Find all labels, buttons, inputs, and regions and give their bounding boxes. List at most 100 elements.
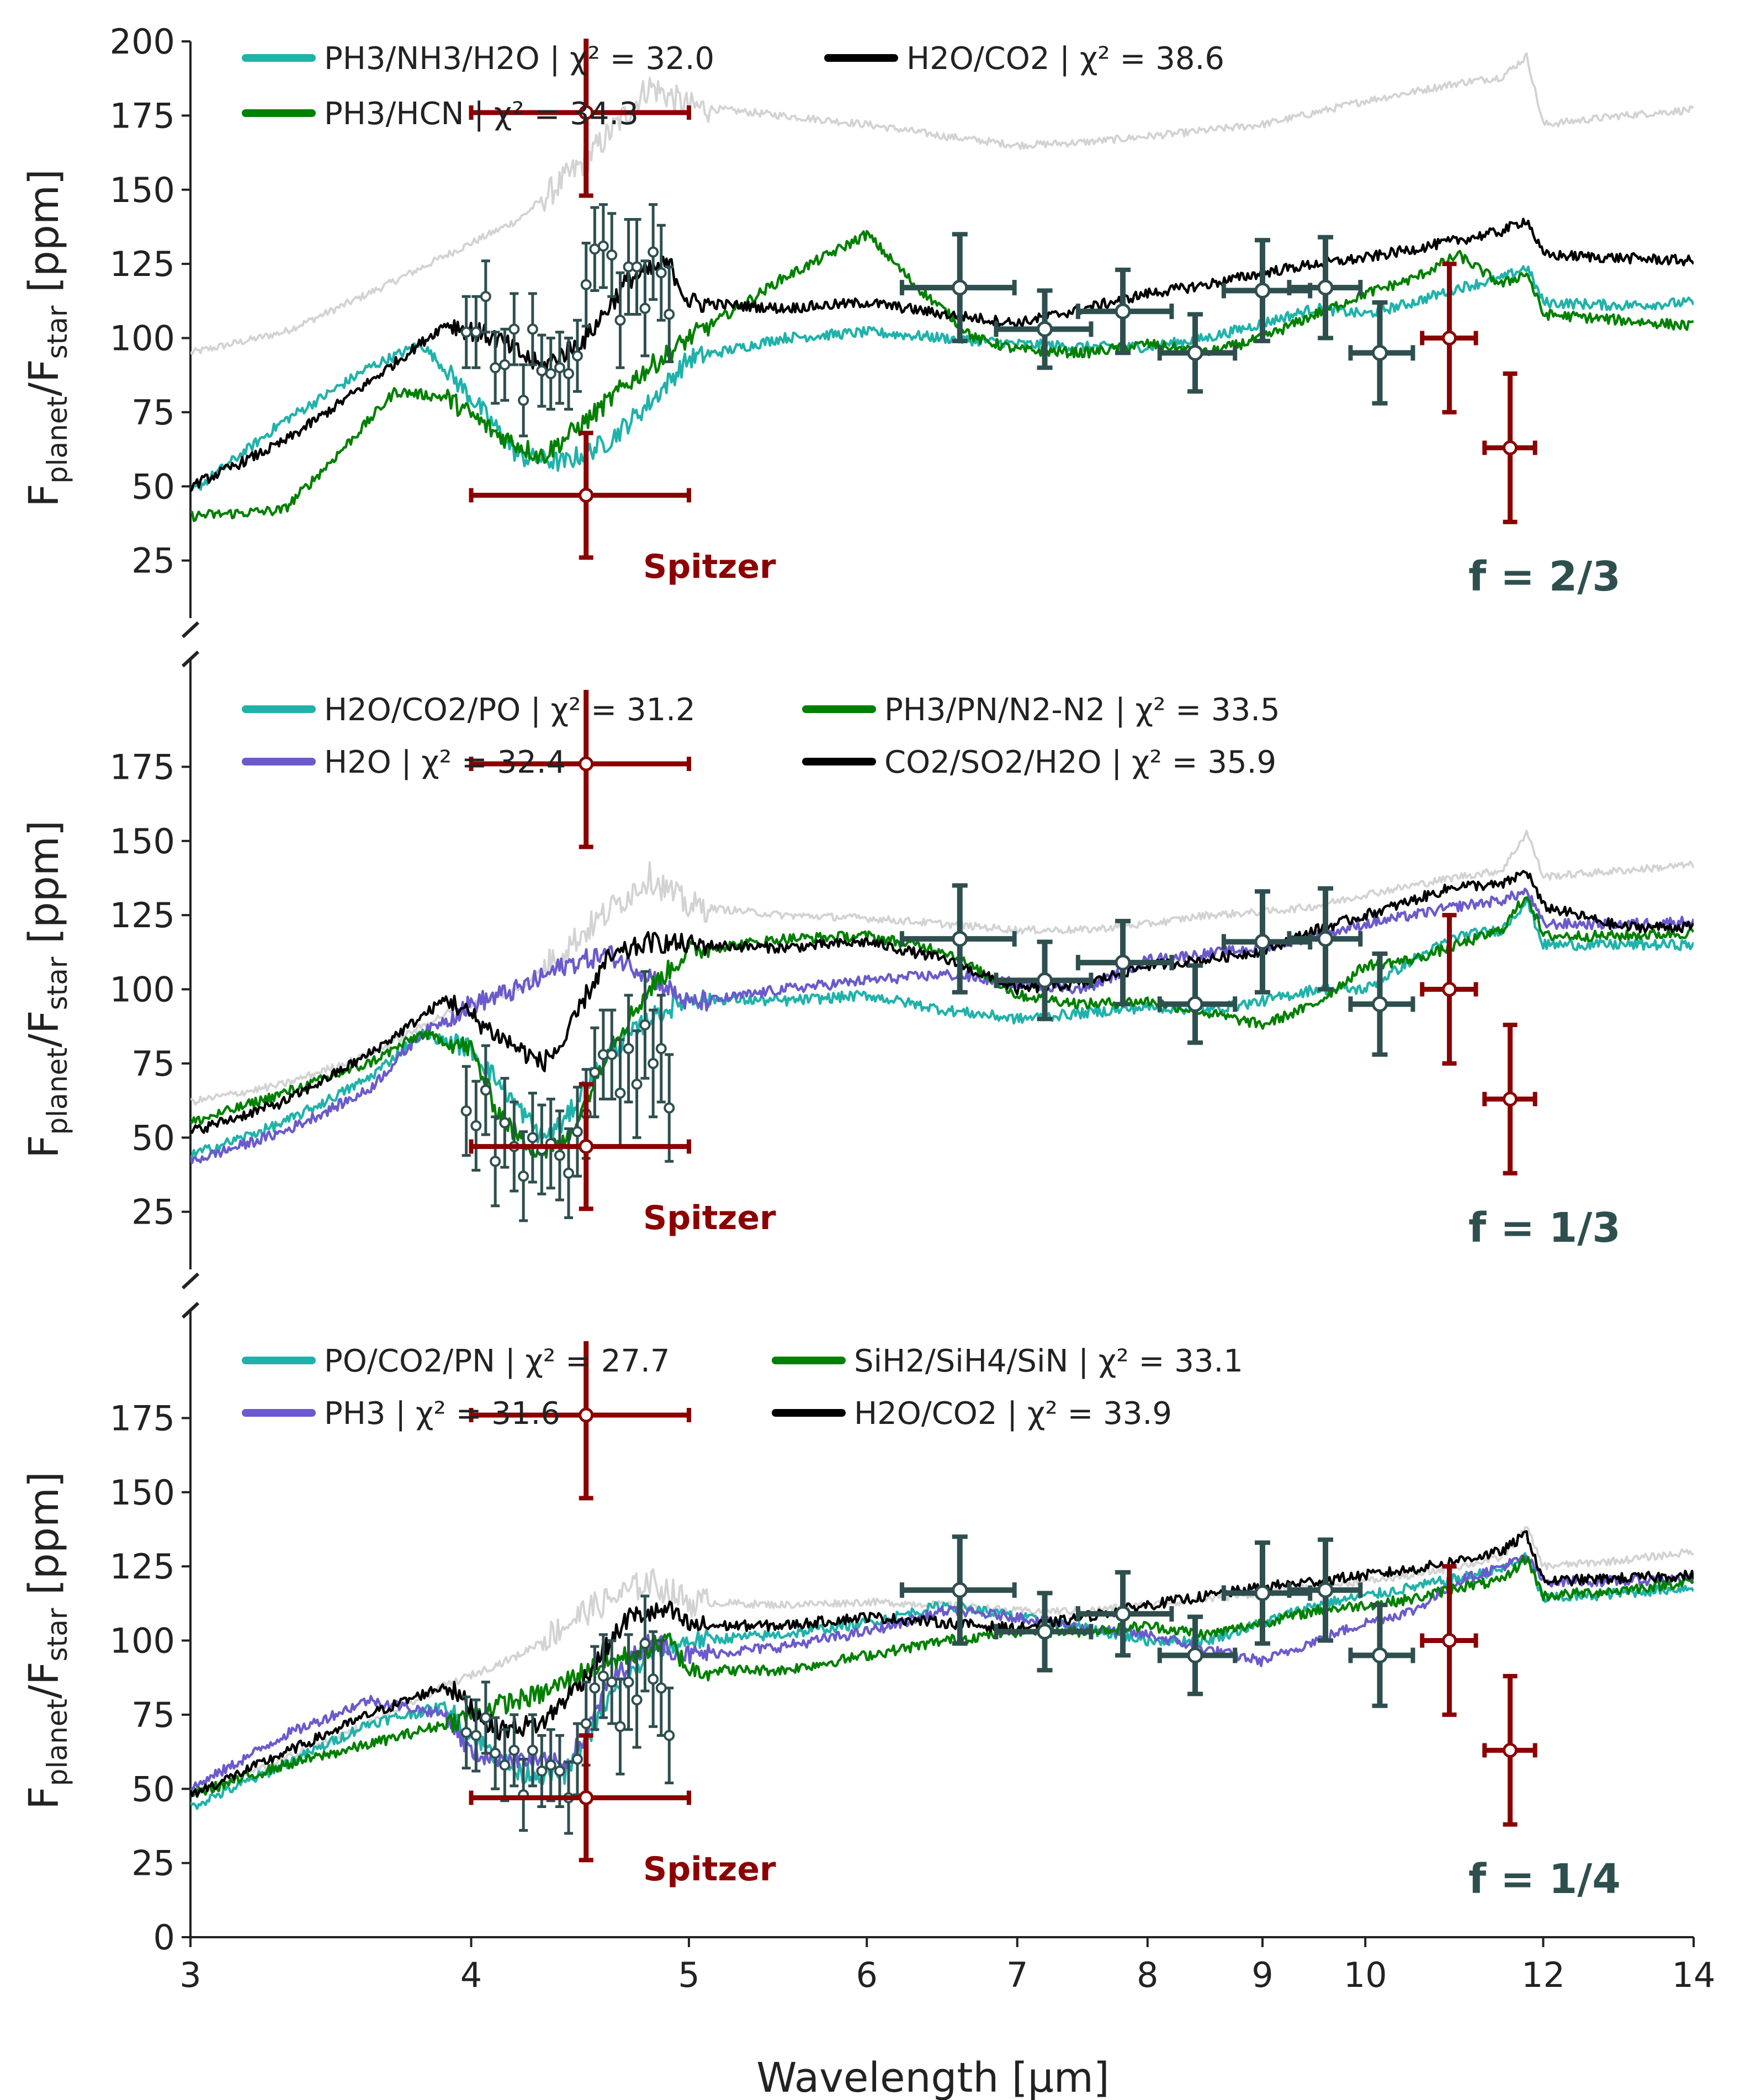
observation-marker <box>580 1718 592 1729</box>
y-label-part: /F <box>20 1010 68 1048</box>
photometry-marker <box>1187 344 1203 361</box>
legend-label: PH3/PN/N2-N2 | χ² = 33.5 <box>884 692 1280 728</box>
observation-point <box>664 1687 675 1784</box>
y-axis-label: Fplanet/Fstar [ppm] <box>20 1471 73 1810</box>
photometry-marker <box>1037 1623 1053 1640</box>
y-label-part: [ppm] <box>20 1471 68 1608</box>
observation-marker <box>648 246 659 258</box>
y-label-part: [ppm] <box>20 820 68 956</box>
legend-item: PO/CO2/PN | χ² = 27.7 <box>242 1343 670 1379</box>
observation-point <box>589 1645 601 1731</box>
observation-point <box>571 1086 583 1178</box>
y-tick-label: 25 <box>131 541 175 581</box>
observation-marker <box>614 1087 626 1099</box>
observation-point <box>597 1633 609 1719</box>
observation-marker <box>580 279 592 290</box>
legend: PH3/NH3/H2O | χ² = 32.0 H2O/CO2 | χ² = 38… <box>242 41 1224 132</box>
photometry-marker <box>952 1582 968 1598</box>
observation-marker <box>545 368 556 379</box>
legend-label: PH3 | χ² = 31.6 <box>324 1396 560 1432</box>
observation-point <box>499 1077 511 1169</box>
observation-marker <box>518 1171 529 1182</box>
observation-marker <box>571 350 583 361</box>
observation-marker <box>490 1747 501 1759</box>
x-tick-label: 8 <box>1137 1955 1158 1995</box>
x-tick-label: 4 <box>460 1955 482 1995</box>
observation-point <box>536 1734 548 1808</box>
blackbody-spectrum <box>190 830 1694 1106</box>
photometry-point <box>1075 1570 1174 1658</box>
blackbody-spectrum <box>190 52 1694 355</box>
observation-point <box>597 203 609 289</box>
x-axis: 3 4 5 6 7 8 9 10 12 14 <box>179 1936 1715 1995</box>
photometry-marker <box>1187 1647 1203 1663</box>
observation-marker <box>499 1759 511 1771</box>
observation-point <box>460 1695 472 1770</box>
plot-area <box>190 39 1694 560</box>
observation-point <box>545 1097 556 1190</box>
legend-label: PH3/HCN | χ² = 34.3 <box>324 96 639 132</box>
panel-annotation: f = 1/3 <box>1468 1204 1621 1252</box>
spitzer-marker <box>579 756 594 772</box>
y-axis-label: Fplanet/Fstar [ppm] <box>20 169 73 507</box>
observation-point <box>648 203 659 301</box>
model-spectrum-line <box>190 265 1694 492</box>
y-label-part: [ppm] <box>20 169 68 305</box>
spitzer-point <box>1420 1564 1478 1717</box>
observation-point <box>589 206 601 292</box>
legend-label: SiH2/SiH4/SiN | χ² = 33.1 <box>854 1343 1243 1379</box>
observation-point <box>606 212 618 298</box>
observation-point <box>655 224 667 322</box>
y-tick-label: 200 <box>110 22 175 62</box>
observation-marker <box>490 1156 501 1167</box>
observation-marker <box>623 1043 634 1054</box>
observation-marker <box>499 359 511 370</box>
legend-item: SiH2/SiH4/SiN | χ² = 33.1 <box>772 1343 1243 1379</box>
observation-marker <box>545 1759 556 1771</box>
y-tick-label: 125 <box>110 244 175 284</box>
y-tick-label: 100 <box>110 1621 175 1661</box>
observation-marker <box>480 291 491 302</box>
observation-point <box>536 333 548 408</box>
observation-point <box>470 295 482 369</box>
observation-point <box>490 1716 501 1790</box>
observation-point <box>648 1630 659 1728</box>
spitzer-point <box>469 690 691 849</box>
observation-point <box>563 1127 575 1219</box>
legend: H2O/CO2/PO | χ² = 31.2 PH3/PN/N2-N2 | χ² … <box>242 692 1280 780</box>
model-spectrum-line <box>190 887 1694 1165</box>
observation-marker <box>655 267 667 279</box>
observation-point <box>589 1026 601 1119</box>
panel-2: 25 50 75 100 125 150 175 Fplanet/Fstar [ppm] Spi… <box>20 650 1694 1290</box>
observation-marker <box>527 1745 538 1756</box>
observation-marker <box>631 261 643 273</box>
y-tick-label: 100 <box>110 970 175 1010</box>
observation-point <box>606 1008 618 1100</box>
observation-point <box>614 1677 626 1775</box>
photometry-point <box>1287 1537 1363 1643</box>
y-tick-label: 0 <box>153 1917 175 1958</box>
observation-point <box>527 1713 538 1788</box>
y-tick-label: 50 <box>131 466 175 507</box>
photometry-point <box>1075 267 1174 355</box>
observation-point <box>490 1115 501 1208</box>
x-tick-label: 5 <box>678 1955 699 1995</box>
photometry-marker <box>1254 283 1271 299</box>
x-tick-label: 3 <box>179 1955 201 1995</box>
y-label-part: F <box>20 1786 68 1810</box>
photometry-point <box>899 883 1017 995</box>
observation-point <box>664 1053 675 1163</box>
photometry-marker <box>952 279 968 296</box>
observation-marker <box>470 1120 482 1131</box>
photometry-point <box>1157 963 1238 1045</box>
spitzer-marker <box>1442 1633 1457 1648</box>
y-tick-label: 50 <box>131 1769 175 1809</box>
photometry-point <box>1287 235 1363 341</box>
observation-point <box>606 1639 618 1725</box>
axis-break-mark <box>181 1272 200 1290</box>
photometry-marker <box>1115 303 1131 320</box>
photometry-marker <box>1115 1605 1131 1622</box>
spitzer-label: Spitzer <box>643 547 776 586</box>
observation-point <box>499 1728 511 1803</box>
photometry-point <box>1157 312 1238 394</box>
